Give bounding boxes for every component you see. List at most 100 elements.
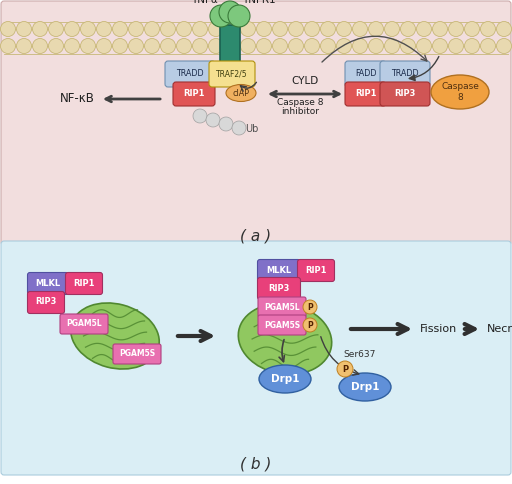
Text: P: P <box>342 364 348 374</box>
Circle shape <box>193 109 207 123</box>
Circle shape <box>288 39 304 54</box>
FancyBboxPatch shape <box>28 291 65 314</box>
Circle shape <box>352 39 368 54</box>
Text: Caspase
8: Caspase 8 <box>441 82 479 102</box>
Text: FADD: FADD <box>355 70 376 78</box>
Circle shape <box>416 39 432 54</box>
Circle shape <box>433 39 447 54</box>
Ellipse shape <box>259 365 311 393</box>
Circle shape <box>272 39 288 54</box>
Circle shape <box>232 121 246 135</box>
Circle shape <box>480 39 496 54</box>
Circle shape <box>32 39 48 54</box>
Circle shape <box>96 39 112 54</box>
Text: Necrosis: Necrosis <box>487 324 512 334</box>
FancyBboxPatch shape <box>380 61 430 87</box>
Text: Drp1: Drp1 <box>271 374 299 384</box>
Text: TNFR1: TNFR1 <box>242 0 275 5</box>
Circle shape <box>257 21 271 36</box>
FancyBboxPatch shape <box>28 272 69 294</box>
Circle shape <box>1 39 15 54</box>
Circle shape <box>288 21 304 36</box>
Circle shape <box>257 39 271 54</box>
Circle shape <box>305 21 319 36</box>
Text: MLKL: MLKL <box>266 266 291 275</box>
Circle shape <box>144 21 160 36</box>
Ellipse shape <box>431 75 489 109</box>
Ellipse shape <box>226 85 256 102</box>
Circle shape <box>400 39 416 54</box>
Circle shape <box>497 39 511 54</box>
Text: PGAM5S: PGAM5S <box>119 349 155 359</box>
FancyBboxPatch shape <box>113 344 161 364</box>
Circle shape <box>80 39 96 54</box>
FancyBboxPatch shape <box>345 61 386 87</box>
FancyBboxPatch shape <box>173 82 215 106</box>
Text: TRADD: TRADD <box>176 70 204 78</box>
Circle shape <box>385 39 399 54</box>
Circle shape <box>208 21 224 36</box>
Text: PGAM5S: PGAM5S <box>264 320 300 330</box>
Circle shape <box>449 21 463 36</box>
Circle shape <box>305 39 319 54</box>
Text: RIP1: RIP1 <box>73 279 95 288</box>
Circle shape <box>464 39 480 54</box>
Circle shape <box>352 21 368 36</box>
Circle shape <box>224 39 240 54</box>
FancyBboxPatch shape <box>1 1 511 245</box>
Circle shape <box>113 21 127 36</box>
Text: Drp1: Drp1 <box>351 382 379 392</box>
Circle shape <box>303 318 317 332</box>
Text: RIP3: RIP3 <box>35 298 57 306</box>
Text: NF-κB: NF-κB <box>60 92 95 106</box>
Circle shape <box>400 21 416 36</box>
FancyBboxPatch shape <box>380 82 430 106</box>
Circle shape <box>337 361 353 377</box>
Ellipse shape <box>238 303 332 375</box>
Circle shape <box>464 21 480 36</box>
FancyBboxPatch shape <box>258 259 301 282</box>
Text: ( a ): ( a ) <box>241 228 271 243</box>
Circle shape <box>65 39 79 54</box>
Circle shape <box>49 21 63 36</box>
Ellipse shape <box>71 303 159 369</box>
Text: RIP3: RIP3 <box>394 90 416 99</box>
Circle shape <box>416 21 432 36</box>
Circle shape <box>129 21 143 36</box>
FancyBboxPatch shape <box>165 61 215 87</box>
Circle shape <box>321 39 335 54</box>
Ellipse shape <box>339 373 391 401</box>
FancyBboxPatch shape <box>1 241 511 475</box>
Text: TNFα: TNFα <box>191 0 218 5</box>
Circle shape <box>219 1 241 23</box>
FancyBboxPatch shape <box>60 314 108 334</box>
Circle shape <box>1 21 15 36</box>
Text: TRADD: TRADD <box>391 70 419 78</box>
Text: MLKL: MLKL <box>35 279 60 288</box>
Circle shape <box>433 21 447 36</box>
Circle shape <box>241 39 255 54</box>
Text: TRAF2/5: TRAF2/5 <box>216 70 248 78</box>
Text: Ub: Ub <box>245 124 259 134</box>
Circle shape <box>160 21 176 36</box>
Circle shape <box>193 39 207 54</box>
Text: RIP1: RIP1 <box>305 266 327 275</box>
Circle shape <box>336 39 352 54</box>
FancyBboxPatch shape <box>258 297 306 317</box>
Circle shape <box>177 21 191 36</box>
FancyBboxPatch shape <box>345 82 386 106</box>
Circle shape <box>129 39 143 54</box>
FancyBboxPatch shape <box>66 272 102 294</box>
Text: P: P <box>307 302 313 312</box>
Circle shape <box>16 21 32 36</box>
Text: P: P <box>307 320 313 330</box>
Circle shape <box>96 21 112 36</box>
Text: PGAM5L: PGAM5L <box>66 319 102 329</box>
Circle shape <box>144 39 160 54</box>
Text: cIAP: cIAP <box>232 89 249 97</box>
Circle shape <box>369 21 383 36</box>
Text: inhibitor: inhibitor <box>281 107 319 116</box>
Circle shape <box>480 21 496 36</box>
FancyBboxPatch shape <box>258 277 301 300</box>
Circle shape <box>449 39 463 54</box>
